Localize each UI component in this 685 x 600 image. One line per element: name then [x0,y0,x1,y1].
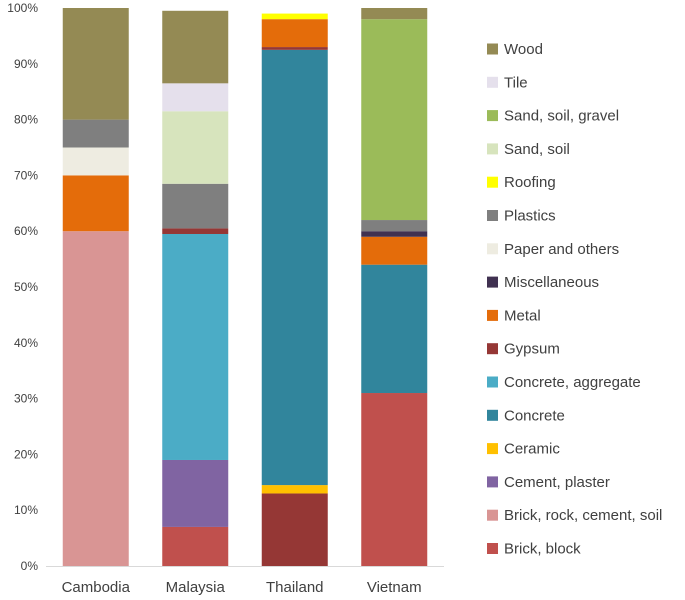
bar-segment-malaysia-brick-block [162,526,229,566]
legend-label: Sand, soil [504,141,570,158]
legend-item: Wood [487,41,543,58]
y-tick-label: 60% [14,224,38,238]
legend-swatch [487,443,498,455]
legend-label: Metal [504,307,541,324]
legend-swatch [487,210,498,221]
y-tick-label: 70% [14,168,38,182]
legend-swatch [487,509,498,521]
y-tick-label: 90% [14,57,38,71]
y-tick-label: 40% [14,336,38,350]
legend-label: Cement, plaster [504,474,610,491]
legend-item: Roofing [487,174,556,191]
legend-label: Ceramic [504,441,560,458]
x-tick-label: Cambodia [62,579,131,596]
legend-swatch [487,476,498,488]
legend-label: Roofing [504,174,556,191]
legend-label: Plastics [504,208,556,225]
legend-swatch [487,143,498,155]
bar-segment-vietnam-wood [361,8,428,20]
legend-swatch [487,43,498,55]
legend-item: Metal [487,307,541,324]
bar-segment-vietnam-brick-block [361,393,428,566]
legend-item: Miscellaneous [487,274,599,291]
y-tick-label: 0% [21,559,39,573]
legend-item: Brick, rock, cement, soil [487,507,662,524]
legend-item: Concrete, aggregate [487,374,641,391]
legend-label: Paper and others [504,241,619,258]
y-tick-label: 80% [14,113,38,127]
bar-segment-cambodia-plastics [62,119,129,148]
legend-swatch [487,376,498,388]
y-tick-label: 10% [14,503,38,517]
bar-segment-thailand-metal [261,19,328,48]
bar-segment-malaysia-plastics [162,183,229,229]
legend-label: Wood [504,41,543,58]
y-tick-label: 50% [14,280,38,294]
legend-item: Concrete [487,407,565,424]
y-tick-label: 30% [14,392,38,406]
legend-label: Brick, rock, cement, soil [504,507,662,524]
legend-item: Paper and others [487,241,619,258]
legend-item: Sand, soil [487,141,570,158]
bar-cambodia [62,8,129,566]
legend-item: Gypsum [487,341,560,358]
legend-label: Sand, soil, gravel [504,108,619,125]
legend-swatch [487,243,498,255]
legend-swatch [487,276,498,288]
bar-thailand [261,13,328,566]
legend-item: Cement, plaster [487,474,610,491]
bar-segment-thailand-base [261,493,328,566]
x-tick-label: Malaysia [166,579,226,596]
legend-swatch [487,176,498,188]
y-tick-label: 20% [14,447,38,461]
bars [62,8,428,566]
bar-segment-vietnam-concrete [361,264,428,394]
bar-segment-thailand-roofing [261,13,328,20]
bar-segment-malaysia-tile [162,83,229,112]
y-tick-label: 100% [7,1,38,15]
legend-label: Brick, block [504,541,581,558]
legend-swatch [487,409,498,421]
legend-item: Tile [487,74,528,91]
legend-item: Sand, soil, gravel [487,108,619,125]
bar-segment-malaysia-wood [162,10,229,84]
bar-segment-malaysia-concrete-aggregate [162,233,229,460]
bar-segment-vietnam-miscellaneous [361,231,428,237]
bar-segment-malaysia-cement-plaster [162,459,229,527]
bar-vietnam [361,8,428,566]
legend-label: Concrete, aggregate [504,374,641,391]
legend-label: Gypsum [504,341,560,358]
bar-segment-cambodia-paper-and-others [62,147,129,176]
bar-segment-vietnam-sand-soil-gravel [361,19,428,221]
bar-segment-thailand-concrete [261,49,328,486]
bar-segment-malaysia-gypsum [162,228,229,234]
bar-segment-thailand-gypsum [261,47,328,50]
legend-swatch [487,110,498,122]
legend-swatch [487,543,498,554]
bar-segment-malaysia-sand-soil [162,111,229,184]
bar-segment-cambodia-metal [62,175,129,232]
bar-segment-thailand-ceramic [261,485,328,494]
x-tick-label: Thailand [266,579,324,596]
x-axis: Cambodia Malaysia Thailand Vietnam [46,566,444,596]
legend-swatch [487,76,498,88]
y-axis: 0% 10% 20% 30% 40% 50% 60% 70% 80% 90% 100% [7,1,38,573]
bar-malaysia [162,10,229,566]
bar-segment-cambodia-brick-rock-cement-soil [62,231,129,566]
legend-item: Ceramic [487,441,560,458]
legend-item: Plastics [487,208,556,225]
legend-swatch [487,343,498,355]
bar-segment-vietnam-metal [361,236,428,265]
bar-segment-vietnam-plastics [361,220,428,232]
legend-item: Brick, block [487,541,581,558]
legend-swatch [487,309,498,321]
legend-label: Concrete [504,407,565,424]
x-tick-label: Vietnam [367,579,422,596]
bar-segment-cambodia-wood [62,8,129,120]
legend-label: Miscellaneous [504,274,599,291]
legend: Wood Tile Sand, soil, gravel Sand, soil Roof… [487,41,662,558]
legend-label: Tile [504,74,528,91]
